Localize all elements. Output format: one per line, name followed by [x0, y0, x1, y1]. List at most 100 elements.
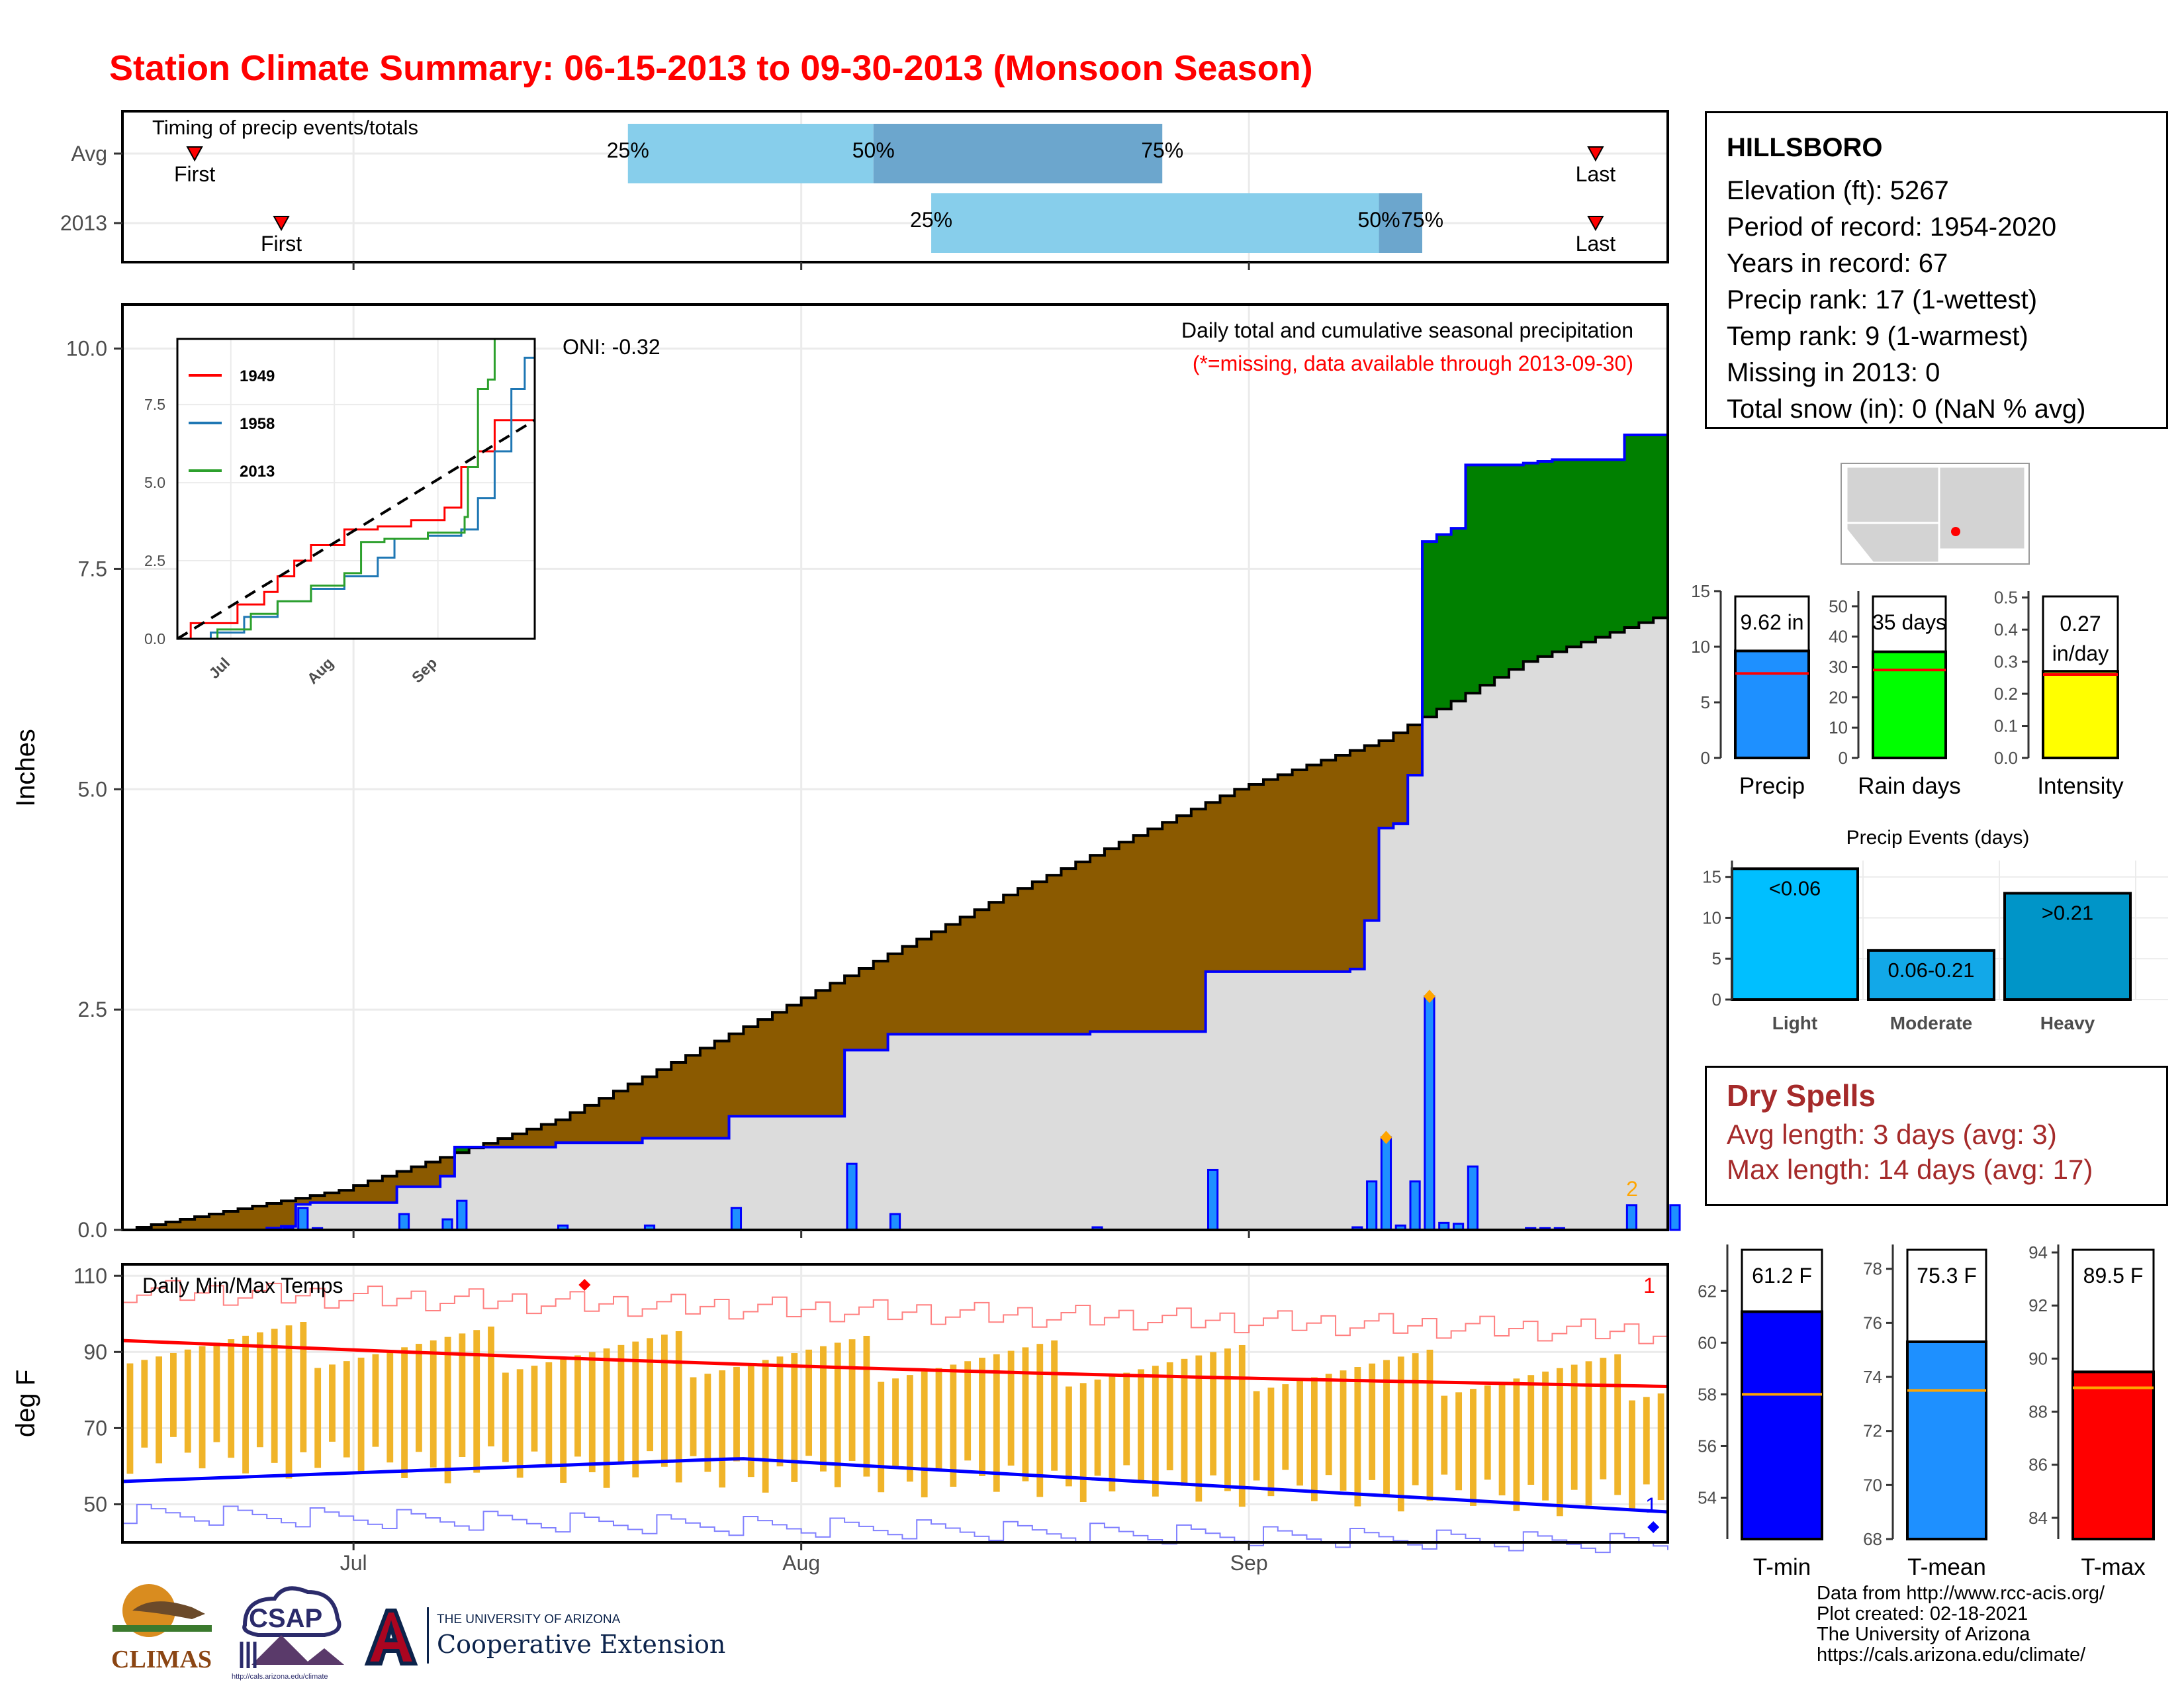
dry-spells-max: Max length: 14 days (avg: 17) [1727, 1154, 2093, 1185]
raindays-summary-tick: 40 [1829, 627, 1848, 647]
daily-temp-bar [1354, 1367, 1361, 1507]
daily-temp-bar [357, 1357, 365, 1474]
temp-x-tick: Jul [340, 1551, 367, 1575]
precip-event-value: <0.06 [1769, 876, 1821, 900]
daily-temp-bar [733, 1366, 740, 1462]
daily-temp-bar [516, 1369, 523, 1478]
daily-temp-bar [1383, 1360, 1390, 1496]
daily-temp-bar [1629, 1400, 1635, 1511]
daily-temp-bar [1051, 1340, 1058, 1471]
daily-temp-bar [256, 1332, 263, 1448]
daily-temp-bar [805, 1349, 813, 1456]
tmax-summary-tick: 94 [2028, 1243, 2048, 1262]
daily-temp-bar [314, 1368, 322, 1468]
precip-events-tick: 15 [1702, 867, 1721, 887]
y2013-first-marker [273, 216, 290, 232]
daily-temp-bar [603, 1348, 610, 1488]
temp-y-tick: 50 [83, 1492, 107, 1516]
tmax-summary-tick: 92 [2028, 1295, 2048, 1315]
precip-event-bar [1867, 949, 1995, 1001]
daily-precip-bar [846, 1162, 858, 1231]
temp-corner-top: 1 [1643, 1274, 1655, 1297]
daily-temp-bar [329, 1364, 336, 1442]
daily-temp-bar [1498, 1382, 1506, 1495]
daily-temp-bar [1224, 1348, 1231, 1491]
climas-logo-text: CLIMAS [111, 1646, 212, 1673]
inset-y-tick: 5.0 [144, 474, 165, 491]
precip-surplus-area [454, 410, 1668, 1153]
daily-temp-bar [878, 1382, 885, 1493]
footer-line: Data from http://www.rcc-acis.org/ [1817, 1583, 2105, 1604]
daily-temp-bar [690, 1377, 697, 1456]
station-snow: Total snow (in): 0 (NaN % avg) [1727, 395, 2086, 424]
y2013-last-marker [1587, 216, 1604, 232]
intensity-summary-tick: 0.2 [1994, 684, 2018, 704]
avg-q25-q50-bar [627, 124, 874, 183]
daily-temp-bar [1282, 1384, 1289, 1470]
daily-temp-bar [1267, 1387, 1275, 1497]
record-high-line [122, 1280, 1668, 1344]
precip-event-category: Heavy [2040, 1013, 2095, 1033]
inset-avg-line [176, 418, 536, 640]
daily-temp-bar [1426, 1349, 1433, 1501]
daily-temp-bar [459, 1333, 466, 1458]
avg-last-label: Last [1576, 162, 1616, 186]
tmin-summary-tick: 58 [1698, 1384, 1717, 1404]
daily-temp-bar [1542, 1372, 1549, 1501]
station-location-marker [1951, 527, 1960, 536]
dry-spells-box: Dry Spells Avg length: 3 days (avg: 3) M… [1705, 1066, 2168, 1206]
y2013-q50-q75-bar [1379, 193, 1423, 253]
daily-temp-bar [1369, 1363, 1376, 1480]
daily-temp-bar [228, 1339, 235, 1458]
intensity-summary-value-unit: in/day [2052, 641, 2109, 665]
precip-summary-value: 9.62 in [1740, 610, 1803, 634]
daily-temp-bar [126, 1363, 134, 1474]
daily-temp-bar [300, 1322, 307, 1452]
inset-legend-label: 1949 [240, 367, 275, 385]
precip-y-tick: 0.0 [78, 1218, 107, 1242]
raindays-summary-tick: 20 [1829, 687, 1848, 707]
daily-temp-bar [343, 1361, 350, 1458]
map-arizona-south [1845, 522, 1940, 564]
tmean-summary-tick: 68 [1863, 1529, 1882, 1549]
daily-temp-bar [1094, 1380, 1101, 1476]
temp-x-tick: Aug [782, 1551, 820, 1575]
tmean-summary-tick: 78 [1863, 1259, 1882, 1279]
daily-precip-bar [297, 1207, 309, 1231]
footer-line: Plot created: 02-18-2021 [1817, 1603, 2028, 1624]
daily-temp-bar [1036, 1344, 1044, 1497]
daily-temp-bar [617, 1344, 625, 1462]
daily-temp-bar [704, 1374, 711, 1472]
footer-line: https://cals.arizona.edu/climate/ [1817, 1644, 2086, 1665]
daily-temp-bar [1109, 1376, 1116, 1492]
temp-corner-bottom: 1 [1645, 1493, 1657, 1517]
daily-temp-bar [1181, 1358, 1188, 1486]
daily-temp-bar [1007, 1350, 1015, 1466]
daily-temp-bar [675, 1331, 682, 1483]
daily-precip-bar [398, 1213, 410, 1231]
intensity-summary-tick: 0.0 [1994, 748, 2018, 768]
precip-summary-bar [1734, 649, 1810, 759]
y2013-q25-label: 25% [910, 208, 952, 232]
raindays-summary-label: Rain days [1858, 773, 1961, 799]
daily-precip-bar [441, 1218, 453, 1231]
daily-temp-bar [1397, 1356, 1404, 1512]
daily-precip-bar [889, 1213, 901, 1231]
precip-summary-tick: 5 [1701, 692, 1710, 712]
record-low-line [122, 1503, 1668, 1554]
daily-temp-bar [834, 1342, 841, 1487]
station-precip-rank: Precip rank: 17 (1-wettest) [1727, 285, 2038, 314]
inset-line-2013 [177, 338, 535, 640]
tmax-summary-tick: 88 [2028, 1402, 2048, 1422]
tmax-summary-tick: 90 [2028, 1348, 2048, 1368]
daily-temp-bar [892, 1378, 899, 1466]
daily-temp-bar [184, 1349, 191, 1453]
tmax-summary-bar [2071, 1370, 2155, 1540]
record-marker [1423, 990, 1435, 1004]
precip-heading: Daily total and cumulative seasonal prec… [1181, 318, 1633, 342]
daily-temp-bar [588, 1352, 596, 1473]
daily-temp-bar [1138, 1369, 1144, 1481]
csap-logo-text: CSAP [249, 1604, 323, 1633]
daily-temp-bar [1570, 1364, 1578, 1490]
precip-corner-note: 2 [1626, 1177, 1638, 1201]
